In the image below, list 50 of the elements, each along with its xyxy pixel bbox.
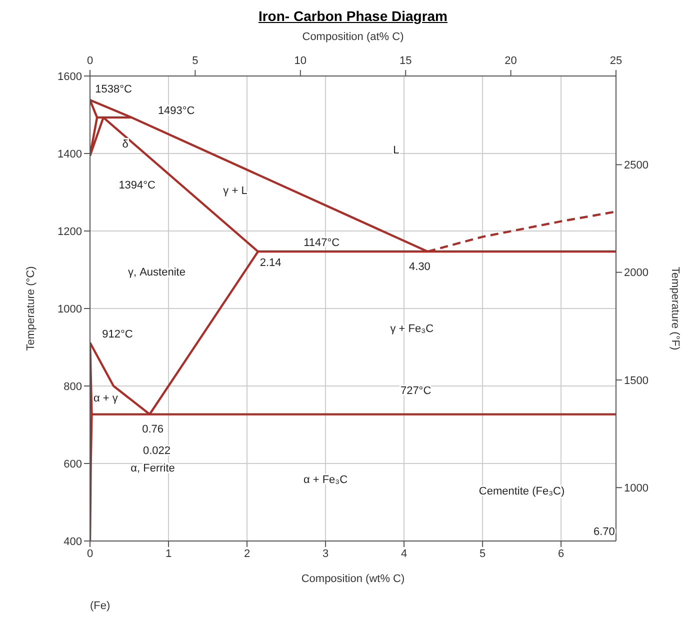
y-tick-label: 600 bbox=[64, 458, 82, 470]
x2-tick-label: 20 bbox=[504, 55, 517, 67]
x2-tick-label: 5 bbox=[192, 55, 198, 67]
y2-axis-title: Temperature (°F) bbox=[669, 266, 682, 350]
annotation: 1538°C bbox=[95, 83, 132, 96]
annotation: 1493°C bbox=[158, 105, 195, 118]
annotation: Cementite (Fe₃C) bbox=[478, 486, 565, 498]
x2-tick-label: 15 bbox=[399, 55, 412, 67]
annotation: 0.022 bbox=[142, 444, 170, 457]
x-tick-label: 3 bbox=[322, 548, 329, 560]
annotation: α, Ferrite bbox=[130, 462, 175, 474]
annotation: γ + Fe₃C bbox=[390, 322, 434, 335]
annotation: 4.30 bbox=[409, 260, 430, 273]
annotation: 1147°C bbox=[304, 236, 340, 249]
chart-title: Iron- Carbon Phase Diagram bbox=[257, 8, 449, 24]
x2-tick-label: 10 bbox=[294, 55, 307, 67]
y2-tick-label: 2500 bbox=[624, 160, 648, 172]
x-tick-label: 2 bbox=[244, 548, 250, 560]
y-tick-label: 1400 bbox=[58, 148, 82, 160]
x2-tick-label: 25 bbox=[610, 55, 622, 67]
annotation: γ + L bbox=[223, 185, 248, 198]
x-axis-title: Composition (wt% C) bbox=[301, 573, 405, 585]
annotation: 6.70 bbox=[594, 526, 615, 538]
y2-tick-label: 2000 bbox=[624, 267, 648, 280]
y-tick-label: 1600 bbox=[58, 70, 82, 83]
y2-tick-label: 1000 bbox=[624, 482, 648, 495]
y2-tick-label: 1500 bbox=[624, 374, 648, 387]
annotation: γ, Austenite bbox=[128, 266, 186, 279]
x-tick-label: 0 bbox=[86, 548, 94, 560]
y-tick-label: 1000 bbox=[58, 303, 82, 316]
y-tick-label: 1200 bbox=[58, 226, 82, 238]
text: (Fe) bbox=[90, 600, 110, 612]
annotation: 912°C bbox=[102, 328, 133, 341]
annotation: α + Fe₃C bbox=[303, 474, 348, 486]
annotation: 1394°C bbox=[118, 179, 156, 192]
annotation: L bbox=[393, 144, 400, 157]
annotation: 2.14 bbox=[260, 256, 282, 269]
x2-tick-label: 0 bbox=[86, 55, 94, 67]
y-tick-label: 400 bbox=[64, 536, 82, 548]
x-tick-label: 6 bbox=[558, 548, 564, 560]
annotation: α + γ bbox=[94, 392, 118, 405]
annotation: 0.76 bbox=[142, 424, 164, 436]
y-tick-label: 800 bbox=[64, 380, 82, 393]
x-tick-label: 4 bbox=[400, 548, 408, 560]
x-tick-label: 5 bbox=[479, 548, 486, 560]
annotation: 727°C bbox=[400, 384, 432, 397]
x-tick-label: 1 bbox=[165, 548, 172, 560]
annotation: δ bbox=[122, 138, 128, 151]
y-axis-title: Temperature (°C) bbox=[24, 266, 37, 351]
x2-axis-title: Composition (at% C) bbox=[302, 31, 404, 43]
